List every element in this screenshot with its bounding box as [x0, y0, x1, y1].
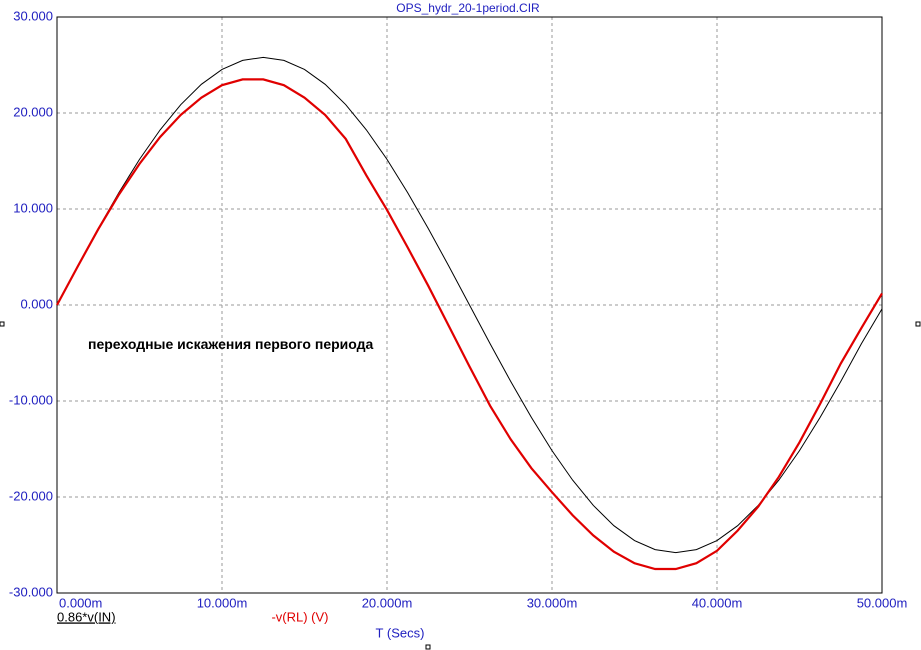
y-tick-label: -20.000 [9, 488, 53, 503]
y-tick-label: 0.000 [20, 296, 53, 311]
chart-title: OPS_hydr_20-1period.CIR [396, 1, 540, 15]
x-tick-label: 10.000m [197, 595, 248, 610]
x-tick-label: 0.000m [59, 595, 102, 610]
legend-label: -v(RL) (V) [271, 609, 328, 624]
legend-label: 0.86*v(IN) [57, 609, 116, 624]
series-line [56, 56, 883, 554]
y-tick-label: 30.000 [13, 8, 53, 23]
x-tick-label: 50.000m [857, 595, 908, 610]
y-tick-label: 20.000 [13, 104, 53, 119]
x-tick-label: 30.000m [527, 595, 578, 610]
handle [425, 644, 431, 650]
y-tick-label: -10.000 [9, 392, 53, 407]
annotation: переходные искажения первого периода [88, 336, 374, 352]
x-tick-label: 40.000m [692, 595, 743, 610]
y-tick-label: -30.000 [9, 584, 53, 599]
handle [0, 321, 5, 327]
series-line [56, 78, 883, 571]
x-tick-label: 20.000m [362, 595, 413, 610]
handle [915, 321, 921, 327]
y-tick-label: 10.000 [13, 200, 53, 215]
x-axis-label: T (Secs) [376, 625, 425, 640]
